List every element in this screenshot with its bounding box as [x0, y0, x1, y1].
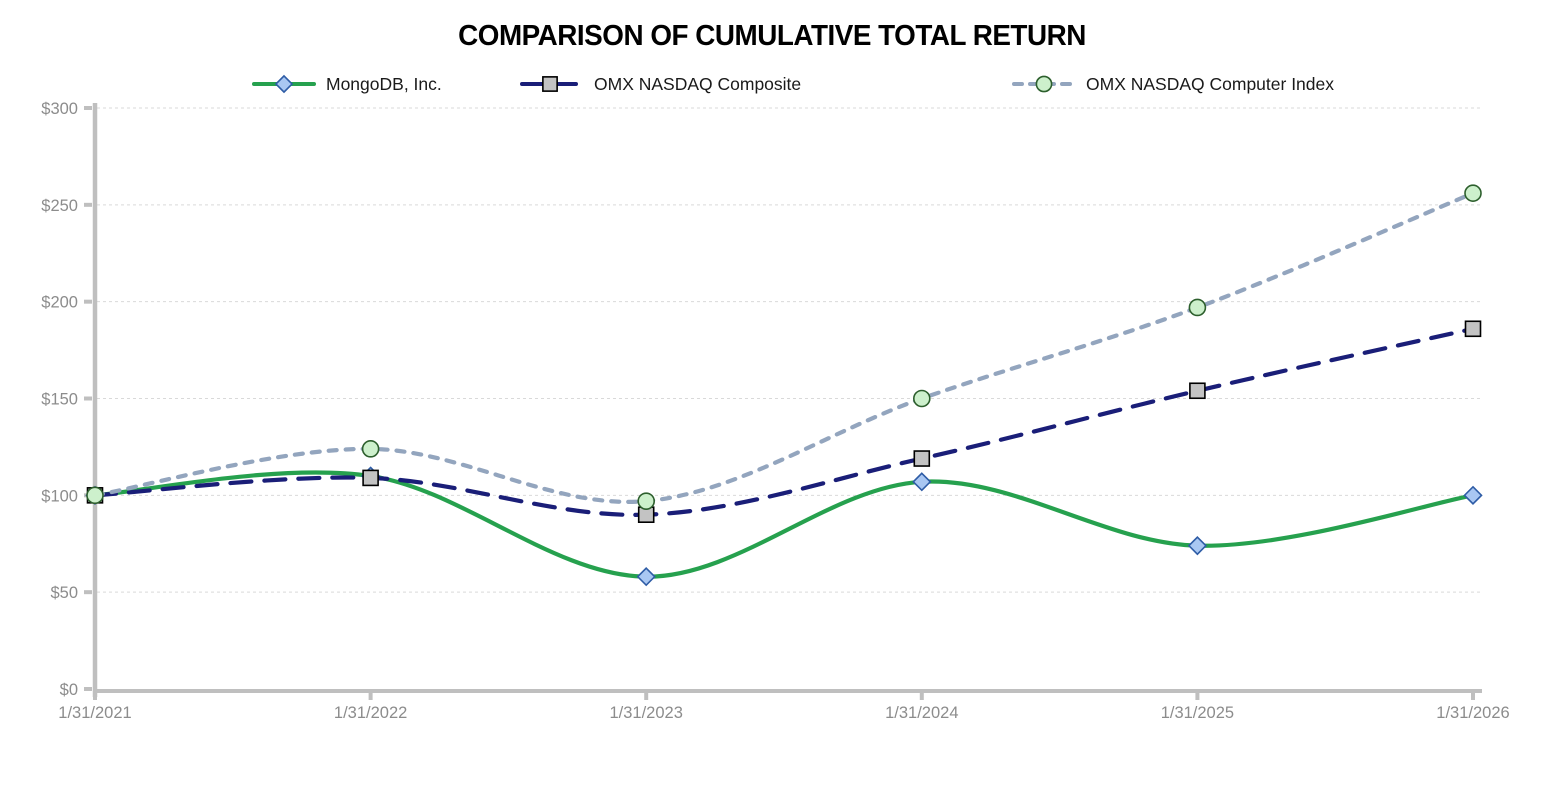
series-line-omx-nasdaq-composite: [92, 326, 1476, 517]
diamond-marker: [912, 472, 932, 492]
legend-swatch-mongodb: [252, 74, 316, 94]
legend-label-nasdaq-composite: OMX NASDAQ Composite: [594, 73, 802, 94]
circle-marker: [86, 486, 104, 505]
legend-item-mongodb: MongoDB, Inc.: [252, 70, 442, 98]
square-marker: [1189, 382, 1206, 400]
series-mongodb-inc: [85, 466, 1483, 587]
diamond-marker: [274, 74, 294, 94]
series-omx-nasdaq-computer-index: [86, 184, 1482, 510]
diamond-marker: [636, 567, 656, 587]
legend-item-nasdaq-composite: OMX NASDAQ Composite: [520, 70, 801, 98]
square-marker: [542, 76, 558, 92]
diamond-marker: [1463, 485, 1483, 505]
circle-marker: [1188, 298, 1207, 317]
x-axis-label: 1/31/2023: [609, 704, 682, 722]
x-axis-label: 1/31/2021: [58, 704, 131, 722]
circle-marker: [1035, 75, 1053, 93]
x-axis-label: 1/31/2024: [885, 704, 958, 722]
series-line-mongodb-inc: [92, 470, 1476, 579]
circle-marker: [1464, 184, 1482, 203]
diamond-marker: [1187, 536, 1208, 556]
legend-item-nasdaq-computer: OMX NASDAQ Computer Index: [1012, 70, 1334, 98]
chart-title: COMPARISON OF CUMULATIVE TOTAL RETURN: [458, 20, 1086, 52]
y-axis-label: $150: [41, 391, 78, 409]
plot-area: $0 $50 $100 $150 $200 $250 $300 1/31/2021 1/31/2…: [41, 100, 1509, 722]
legend-label-nasdaq-computer: OMX NASDAQ Computer Index: [1086, 73, 1334, 94]
y-axis-label: $200: [41, 294, 78, 312]
circle-marker: [637, 492, 656, 510]
x-axis-label: 1/31/2022: [334, 704, 407, 722]
legend-swatch-svg: [1012, 75, 1076, 93]
x-axis-label: 1/31/2025: [1161, 704, 1234, 722]
square-marker: [1464, 320, 1482, 338]
series-omx-nasdaq-composite: [86, 320, 1482, 524]
legend-swatch-svg: [520, 76, 584, 92]
y-axis-label: $50: [50, 584, 78, 602]
circle-marker: [912, 389, 931, 408]
y-axis-label: $300: [41, 100, 78, 118]
square-marker: [362, 469, 379, 487]
y-axis-label: $0: [60, 681, 78, 699]
y-axis-label: $250: [41, 197, 78, 215]
legend-swatch-svg: [252, 74, 316, 94]
legend-swatch-nasdaq-computer: [1012, 74, 1076, 94]
square-marker: [913, 450, 931, 467]
x-axis-label: 1/31/2026: [1436, 704, 1509, 722]
legend-label-mongodb: MongoDB, Inc.: [326, 73, 442, 94]
y-axis-label: $100: [41, 487, 78, 505]
series-line-omx-nasdaq-computer-index: [92, 191, 1476, 504]
legend-swatch-nasdaq-composite: [520, 74, 584, 94]
circle-marker: [361, 440, 380, 458]
